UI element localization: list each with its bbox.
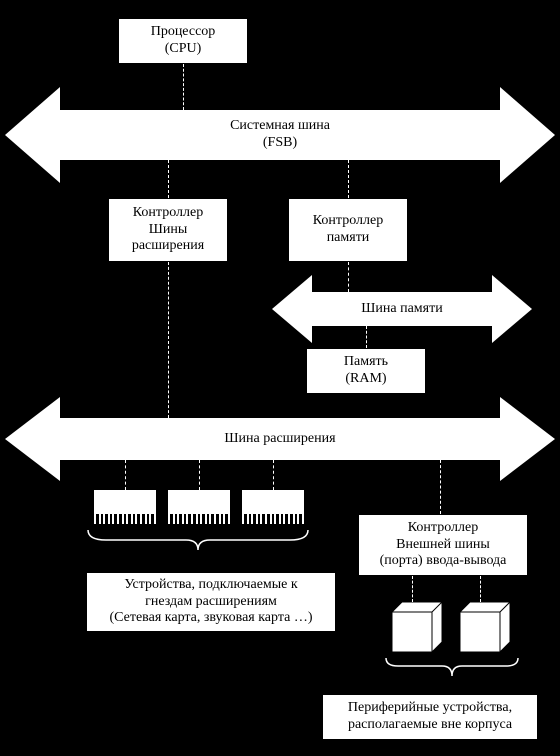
slot-pins-icon <box>168 514 230 524</box>
cpu-label-2: (CPU) <box>165 41 202 58</box>
external-device-icon <box>392 602 444 652</box>
bus-ctrl-label-2: Шины <box>149 222 188 239</box>
cpu-block: Процессор (CPU) <box>118 18 248 64</box>
expansion-slot <box>168 490 230 514</box>
slot-pins-icon <box>94 514 156 524</box>
devices-label-1: Устройства, подключаемые к <box>124 577 297 594</box>
arrow-right-head <box>492 275 532 343</box>
bus-ctrl-label-3: расширения <box>132 238 204 255</box>
exp-bus-label-box: Шина расширения <box>60 418 500 460</box>
connector <box>348 160 349 198</box>
connector <box>168 262 169 418</box>
fsb-label-box: Системная шина (FSB) <box>60 110 500 160</box>
arrow-left-head <box>272 275 312 343</box>
io-ctrl-label-3: (порта) ввода-вывода <box>380 553 507 570</box>
connector <box>348 262 349 292</box>
arrow-left-head <box>5 87 60 183</box>
bus-ctrl-label-1: Контроллер <box>133 205 203 222</box>
ram-label-2: (RAM) <box>345 371 386 388</box>
connector <box>440 460 441 514</box>
connector <box>183 64 184 110</box>
cpu-label-1: Процессор <box>151 24 216 41</box>
expansion-slot <box>94 490 156 514</box>
slot-pins-icon <box>242 514 304 524</box>
peripherals-label-2: располагаемые вне корпуса <box>348 717 512 734</box>
io-ctrl-label-2: Внешней шины <box>396 537 490 554</box>
io-controller-block: Контроллер Внешней шины (порта) ввода-вы… <box>358 514 528 576</box>
mem-ctrl-label-1: Контроллер <box>313 213 383 230</box>
connector <box>199 460 200 490</box>
arrow-left-head <box>5 397 60 481</box>
arrow-right-head <box>500 87 555 183</box>
arrow-right-head <box>500 397 555 481</box>
devices-block: Устройства, подключаемые к гнездам расши… <box>86 572 336 632</box>
peripherals-block: Периферийные устройства, располагаемые в… <box>322 694 538 740</box>
fsb-label-2: (FSB) <box>263 135 297 152</box>
connector <box>125 460 126 490</box>
connector <box>366 326 367 348</box>
io-ctrl-label-1: Контроллер <box>408 520 478 537</box>
bus-controller-block: Контроллер Шины расширения <box>108 198 228 262</box>
ram-block: Память (RAM) <box>306 348 426 394</box>
exp-bus-label: Шина расширения <box>224 431 335 448</box>
external-device-icon <box>460 602 512 652</box>
connector <box>412 576 413 602</box>
peripherals-label-1: Периферийные устройства, <box>348 700 512 717</box>
devices-label-2: гнездам расширениям <box>145 594 277 611</box>
ram-label-1: Память <box>344 354 388 371</box>
memory-controller-block: Контроллер памяти <box>288 198 408 262</box>
expansion-slot <box>242 490 304 514</box>
mem-bus-label-box: Шина памяти <box>312 292 492 326</box>
fsb-label-1: Системная шина <box>230 118 330 135</box>
connector <box>273 460 274 490</box>
connector <box>480 576 481 602</box>
connector <box>168 160 169 198</box>
mem-ctrl-label-2: памяти <box>327 230 370 247</box>
brace-icon <box>86 528 310 552</box>
brace-icon <box>384 656 520 678</box>
devices-label-3: (Сетевая карта, звуковая карта …) <box>109 610 312 627</box>
mem-bus-label: Шина памяти <box>361 301 442 318</box>
